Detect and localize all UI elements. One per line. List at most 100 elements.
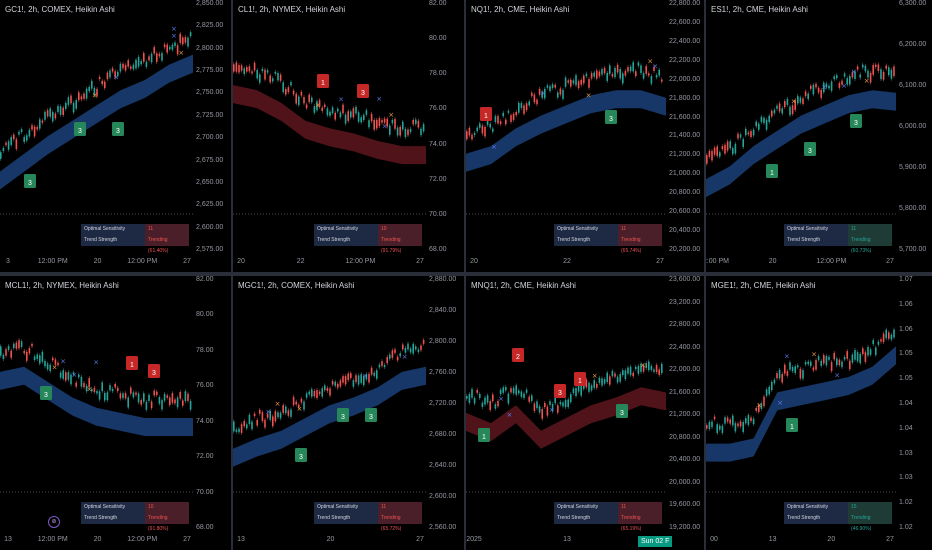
trend-cloud [0,366,193,436]
y-axis-tick: 2,675.00 [196,156,224,164]
indicator-legend-table: Optimal Sensitivity 11 Trend Strength Trend… [314,502,422,532]
chart-panel-nq[interactable]: NQ1!, 2h, CME, Heikin Ashi × × × × × 1 3 22,800.… [466,0,702,272]
price-chart[interactable]: ×××××13 [233,0,426,254]
chart-panel-gc[interactable]: GC1!, 2h, COMEX, Heikin Ashi × × × × × 3 3 3 2,85… [0,0,229,272]
signal-badge: 3 [357,84,369,98]
signal-x-mark: × [60,357,66,365]
signal-badge: 3 [554,384,566,398]
signal-x-mark: × [586,92,592,100]
trend-strength-value: Trending (91.79%) [378,235,422,254]
signal-badge: 3 [148,364,160,378]
trend-strength-value: Trending (65.19%) [618,513,662,532]
sensitivity-value: 11 [618,502,662,513]
signal-x-mark: × [756,402,762,410]
trend-cloud [233,366,426,467]
signal-x-mark: × [864,77,870,85]
y-axis-tick: 19,200.00 [669,524,701,531]
y-axis-tick: 21,200.00 [669,411,701,419]
signal-x-mark: × [171,25,177,33]
session-break-icon[interactable]: ⊛ [48,516,60,528]
chart-panel-mes[interactable]: MGE1!, 2h, CME, Heikin Ashi × × × × × 1 1.07 1.0… [706,276,932,550]
y-axis-tick: 2,800.00 [196,44,224,52]
signal-badge: 1 [766,164,778,178]
y-axis-tick: 1.06 [899,325,913,333]
trend-strength-label: Trend Strength [554,235,618,246]
y-axis-tick: 21,600.00 [669,388,701,396]
chart-panel-mcl[interactable]: MCL1!, 2h, NYMEX, Heikin Ashi × × × × × 3 1 3 82.… [0,276,229,550]
signal-x-mark: × [87,386,93,394]
signal-badge: 3 [605,110,617,124]
chart-panel-mgc[interactable]: MGC1!, 2h, COMEX, Heikin Ashi × × × × × 3 3 3 2,8… [233,276,462,550]
y-axis-tick: 2,750.00 [196,89,224,97]
signal-badge-label: 3 [609,116,613,123]
y-axis-tick: 74.00 [196,417,214,425]
signal-badge-label: 1 [578,378,582,385]
y-axis-tick: 1.02 [899,499,913,507]
x-axis-tick: 27 [416,536,424,543]
y-axis-tick: 23,600.00 [669,276,701,283]
trend-cloud [0,54,193,190]
signal-badge: 1 [480,107,492,121]
x-axis-tick: 12:00 PM [816,258,847,265]
x-axis-tick: 20 [768,258,777,265]
signal-x-mark: × [113,74,119,82]
x-axis-tick: 27 [886,536,894,543]
trend-strength-label: Trend Strength [314,235,378,246]
signal-badge-label: 1 [790,424,794,431]
indicator-legend-table: Optimal Sensitivity 11 Trend Strength Trend… [81,224,189,254]
x-axis-tick: 27 [183,258,191,265]
signal-badge: 3 [850,114,862,128]
sensitivity-label: Optimal Sensitivity [314,224,378,235]
chart-title: MNQ1!, 2h, CME, Heikin Ashi [471,281,576,290]
sensitivity-label: Optimal Sensitivity [784,502,848,513]
y-axis-tick: 20,400.00 [669,456,701,464]
trend-cloud [706,90,896,198]
sensitivity-value: 10 [145,502,189,513]
x-axis-tick: 20 [93,258,102,265]
y-axis-tick: 22,200.00 [669,56,701,64]
x-axis-tick: 20 [93,536,102,543]
y-axis-tick: 1.05 [899,375,913,383]
price-chart[interactable]: × × × × × 1 [706,276,896,532]
sensitivity-label: Optimal Sensitivity [314,502,378,513]
y-axis-tick: 2,575.00 [196,246,224,253]
price-chart[interactable]: × × × × × 1 3 3 [706,0,896,254]
signal-badge: 1 [574,372,586,386]
signal-badge: 2 [512,348,524,362]
trend-cloud [706,346,896,462]
sensitivity-value: 11 [145,224,189,235]
y-axis-tick: 74.00 [429,140,447,148]
x-axis-tick: 22 [563,258,571,265]
panel-divider-horizontal[interactable] [0,272,932,276]
y-axis-tick: 21,800.00 [669,94,701,102]
signal-x-mark: × [821,83,827,91]
signal-badge-label: 3 [620,410,624,417]
y-axis-tick: 2,700.00 [196,134,224,142]
signal-x-mark: × [275,400,281,408]
signal-x-mark: × [178,49,184,57]
y-axis-tick: 68.00 [196,524,214,531]
y-axis-tick: 2,625.00 [196,201,224,209]
sensitivity-value: 11 [378,502,422,513]
x-axis-tick: 27 [416,258,424,265]
chart-panel-es[interactable]: ES1!, 2h, CME, Heikin Ashi × × × × × 1 3 3 6,300.… [706,0,932,272]
signal-x-mark: × [491,143,497,151]
chart-panel-cl[interactable]: CL1!, 2h, NYMEX, Heikin Ashi × × × × × 1 3 82.00… [233,0,462,272]
price-chart[interactable]: ×××××313 [0,276,193,532]
trend-strength-value: Trending (91.80%) [145,513,189,532]
chart-panel-mnq[interactable]: MNQ1!, 2h, CME, Heikin Ashi × × × × × 1 2 3 1 3 23,… [466,276,702,550]
signal-badge-label: 3 [369,414,373,421]
y-axis-tick: 20,800.00 [669,433,701,441]
signal-x-mark: × [93,359,99,367]
signal-badge-label: 3 [78,128,82,135]
sensitivity-value: 15 [848,502,892,513]
y-axis-tick: 68.00 [429,246,447,253]
signal-x-mark: × [315,102,321,110]
y-axis-tick: 2,560.00 [429,524,457,531]
chart-title: MGC1!, 2h, COMEX, Heikin Ashi [238,281,355,290]
x-axis-tick: 20 [470,258,478,265]
